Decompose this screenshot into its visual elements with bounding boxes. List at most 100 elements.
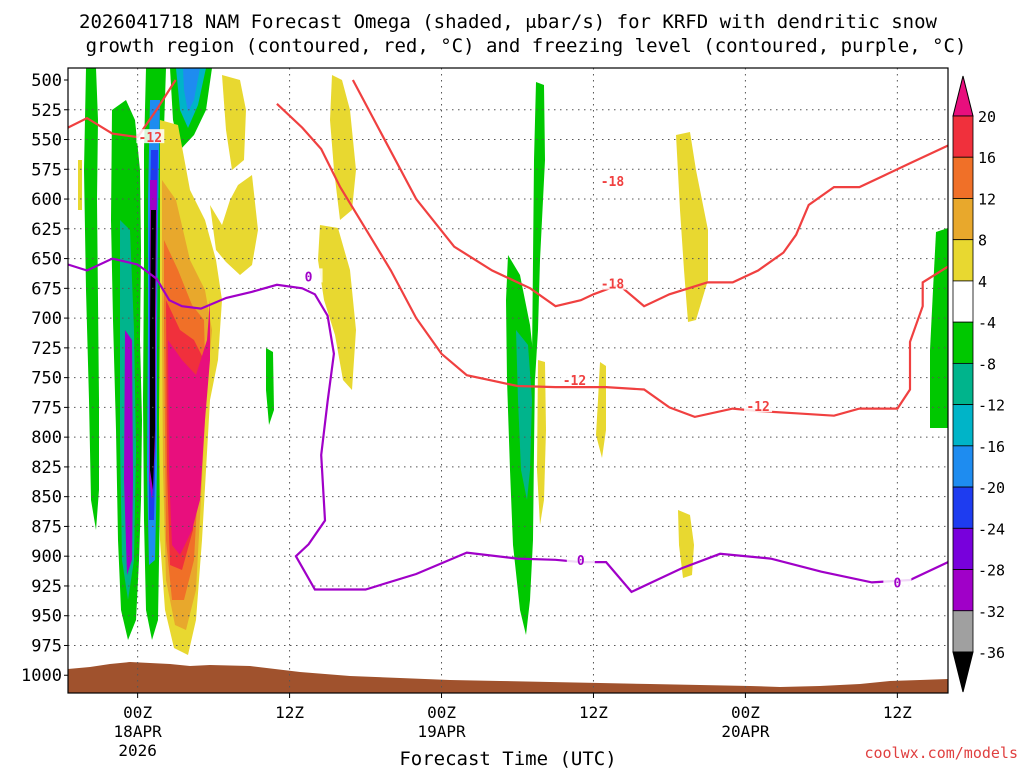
colorbar-label: -32 [978,603,1005,621]
colorbar-swatch [952,527,974,570]
colorbar-swatch [952,362,974,406]
y-tick-label: 500 [31,71,62,91]
contour-label: 0 [893,576,901,591]
chart-title-line1: 2026041718 NAM Forecast Omega (shaded, μ… [79,11,937,33]
contour-label-bg [883,574,912,589]
colorbar-label: -4 [978,314,996,332]
colorbar-swatch [952,569,974,612]
credit-text: coolwx.com/models [864,744,1018,762]
colorbar-label: -16 [978,438,1005,456]
contour-label: -12 [563,374,586,389]
contour-label-bg [136,129,165,144]
y-tick-label: 975 [31,636,62,656]
x-tick-label: 12Z [275,703,304,722]
colorbar-label: 20 [978,108,996,126]
y-tick-label: 850 [31,488,62,508]
omega-region-downward-yellow [676,132,708,322]
colorbar-label: -28 [978,562,1005,580]
contour-minus18 [351,79,948,308]
x-tick-date: 18APR [114,722,163,741]
x-tick-label: 12Z [579,703,608,722]
omega-region-upward-green [266,348,274,425]
chart-title-line2: growth region (contoured, red, °C) and f… [86,35,967,57]
omega-region-upward-black [150,210,156,490]
colorbar-swatch [952,198,974,241]
colorbar-swatch [952,610,974,653]
omega-shading [78,68,948,655]
ground-terrain [68,662,948,693]
x-axis-label: Forecast Time (UTC) [399,748,616,768]
omega-region-upward-green [930,228,948,428]
y-tick-label: 625 [31,220,62,240]
contour-label-bg [294,268,323,283]
contour-label-bg [744,398,773,413]
omega-region-downward-yellow [330,75,356,220]
contour-label: -18 [601,175,625,190]
y-tick-label: 1000 [21,666,62,686]
y-tick-label: 525 [31,101,62,121]
x-tick-label: 12Z [883,703,912,722]
omega-region-upward-violet [124,330,133,575]
y-tick-label: 650 [31,250,62,270]
colorbar-swatch [952,404,974,447]
contour-minus12 [276,102,948,419]
contour-label: 0 [577,554,585,569]
y-tick-label: 550 [31,131,62,151]
contour-label: -18 [601,278,625,293]
colorbar-swatch [952,239,974,282]
y-tick-label: 750 [31,369,62,389]
colorbar-swatch [952,280,974,323]
colorbar: 20 16 12 8 4 -4 -8 -12 -16 -20 -24 -28 -32 -36 [952,75,1005,693]
omega-region-downward-yellow [318,225,356,390]
colorbar-swatch [952,115,974,158]
contour-label-bg [598,275,627,290]
contour-label-bg [560,372,589,386]
y-axis: 500 525 550 575 600 625 650 675 700 725 750 775 800 8… [21,71,68,686]
omega-region-downward-yellow [537,360,546,525]
contour-label: -12 [139,131,162,146]
x-tick-date: 19APR [417,722,466,741]
y-tick-label: 700 [31,309,62,329]
x-tick-year: 2026 [118,741,157,760]
plot-frame [67,67,949,694]
colorbar-label: 16 [978,149,996,167]
y-tick-label: 775 [31,398,62,418]
y-tick-label: 600 [31,190,62,210]
colorbar-label: 12 [978,190,996,208]
y-tick-label: 875 [31,517,62,537]
colorbar-label: -24 [978,520,1005,538]
omega-region-upward-green [84,68,99,530]
y-tick-label: 575 [31,160,62,180]
contours [68,79,948,594]
contour-freezing-level [68,257,948,594]
colorbar-label: -20 [978,479,1005,497]
y-tick-label: 900 [31,547,62,567]
y-tick-label: 725 [31,339,62,359]
y-tick-label: 800 [31,428,62,448]
colorbar-label: -36 [978,644,1005,662]
y-tick-label: 950 [31,607,62,627]
omega-region-downward-yellow [78,160,82,210]
x-tick-label: 00Z [123,703,152,722]
contour-label-bg [566,551,595,566]
colorbar-arrow-bottom [952,651,974,693]
omega-region-upward-blue [183,68,200,112]
contour-labels: -12 -18 -18 -12 -12 0 0 0 [136,129,912,591]
omega-region-downward-yellow [210,175,258,275]
omega-region-downward-yellow [678,510,694,578]
contour-label: 0 [305,270,313,285]
omega-region-downward-yellow [222,75,246,170]
colorbar-arrow-top [952,75,974,117]
colorbar-label: -12 [978,397,1005,415]
contour-label: -12 [746,400,769,415]
colorbar-label: 8 [978,232,987,250]
y-tick-label: 825 [31,458,62,478]
colorbar-swatch [952,445,974,488]
colorbar-swatch [952,321,974,364]
x-tick-label: 00Z [731,703,760,722]
omega-region-upward-green [532,82,545,380]
contour-minus12 [68,79,177,139]
